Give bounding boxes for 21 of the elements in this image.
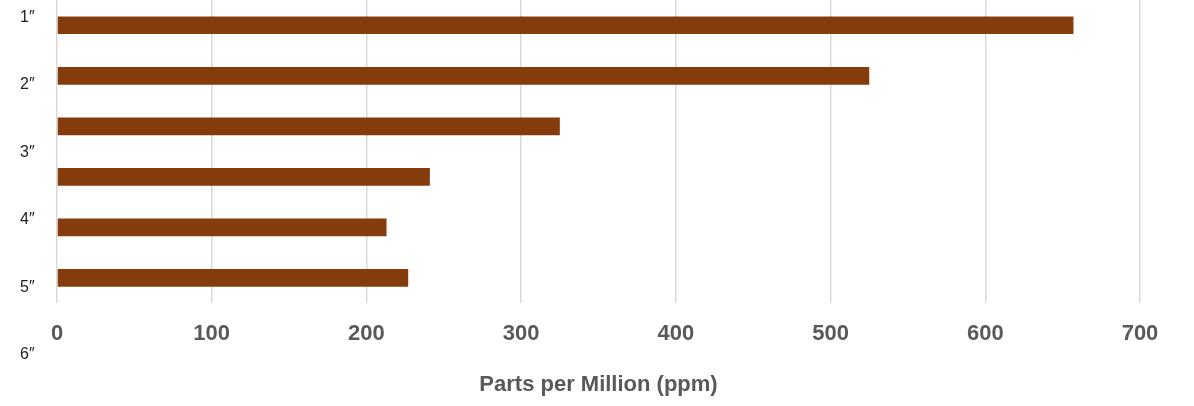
x-tick-label: 0: [50, 320, 64, 346]
x-tick-label: 200: [348, 320, 385, 346]
text: 2″: [20, 75, 35, 94]
bar: [57, 16, 1074, 35]
x-axis-title: Parts per Million (ppm): [479, 370, 718, 396]
x-tick-label: 600: [966, 320, 1004, 346]
x-tick-label: 500: [812, 320, 849, 346]
x-tick-label: 100: [193, 320, 231, 346]
bar: [57, 168, 430, 186]
bar: [57, 218, 387, 237]
text: 5″: [20, 277, 35, 296]
text: 4″: [20, 210, 35, 229]
bar: [57, 117, 560, 136]
bar: [57, 66, 870, 85]
text: 6″: [20, 344, 35, 363]
text: 1″: [20, 8, 35, 26]
text: 3″: [20, 142, 35, 161]
bar: [57, 269, 409, 287]
x-tick-label: 700: [1121, 320, 1159, 346]
x-tick-label: 300: [502, 320, 540, 346]
x-tick-label: 400: [657, 320, 695, 346]
